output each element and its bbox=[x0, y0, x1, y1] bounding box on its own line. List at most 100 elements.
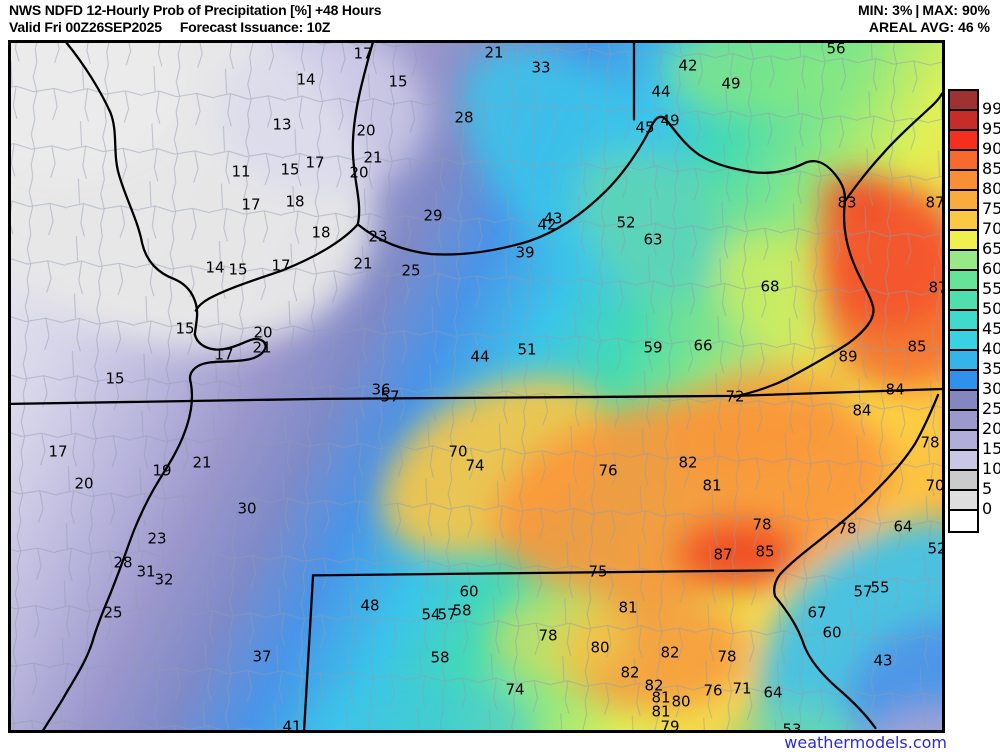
map-value-label: 58 bbox=[452, 601, 472, 620]
colorbar-label: 20 bbox=[982, 419, 1000, 438]
map-value-label: 70 bbox=[448, 442, 468, 461]
map-value-label: 72 bbox=[725, 387, 745, 406]
colorbar-label: 45 bbox=[982, 319, 1000, 338]
map-value-label: 51 bbox=[517, 340, 537, 359]
map-value-label: 43 bbox=[873, 651, 893, 670]
map-value-label: 43 bbox=[543, 209, 563, 228]
colorbar-label: 55 bbox=[982, 279, 1000, 298]
watermark-link[interactable]: weathermodels.com bbox=[784, 733, 947, 752]
map-title: NWS NDFD 12-Hourly Prob of Precipitation… bbox=[9, 2, 382, 18]
map-value-label: 66 bbox=[693, 336, 713, 355]
map-value-label: 23 bbox=[368, 227, 388, 246]
tennessee-kentucky-border bbox=[321, 387, 942, 401]
kentucky-westvirginia-border bbox=[843, 92, 942, 203]
areal-avg-stat: AREAL AVG: 46 % bbox=[868, 19, 990, 35]
map-value-label: 78 bbox=[538, 626, 558, 645]
colorbar-cell bbox=[950, 251, 977, 271]
map-value-label: 33 bbox=[531, 58, 551, 77]
map-value-label: 49 bbox=[721, 74, 741, 93]
map-value-label: 18 bbox=[285, 192, 305, 211]
map-value-label: 17 bbox=[214, 345, 234, 364]
colorbar-label: 80 bbox=[982, 179, 1000, 198]
map-value-label: 15 bbox=[105, 369, 125, 388]
colorbar-cell bbox=[950, 331, 977, 351]
map-value-label: 80 bbox=[671, 692, 691, 711]
map-value-label: 32 bbox=[154, 570, 174, 589]
map-value-label: 23 bbox=[147, 529, 167, 548]
map-value-label: 21 bbox=[192, 453, 212, 472]
map-value-label: 68 bbox=[760, 277, 780, 296]
map-value-label: 81 bbox=[702, 476, 722, 495]
map-value-label: 87 bbox=[928, 278, 942, 297]
map-value-label: 37 bbox=[252, 647, 272, 666]
map-value-label: 15 bbox=[280, 160, 300, 179]
colorbar-cell bbox=[950, 231, 977, 251]
map-value-label: 80 bbox=[590, 638, 610, 657]
valid-time: Valid Fri 00Z26SEP2025 bbox=[9, 19, 162, 35]
state-borders bbox=[11, 43, 942, 730]
map-value-label: 78 bbox=[920, 433, 940, 452]
colorbar-cell bbox=[950, 351, 977, 371]
map-value-label: 82 bbox=[678, 453, 698, 472]
map-value-label: 64 bbox=[893, 517, 913, 536]
colorbar-label: 85 bbox=[982, 159, 1000, 178]
colorbar-cell bbox=[950, 311, 977, 331]
max-stat: MAX: 90% bbox=[922, 2, 990, 18]
colorbar-cell bbox=[950, 451, 977, 471]
colorbar-label: 99 bbox=[982, 99, 1000, 118]
colorbar-cell bbox=[950, 411, 977, 431]
colorbar-cell bbox=[950, 191, 977, 211]
colorbar-cell bbox=[950, 371, 977, 391]
map-value-label: 57 bbox=[437, 605, 457, 624]
map-value-label: 85 bbox=[755, 542, 775, 561]
map-value-label: 28 bbox=[454, 108, 474, 127]
map-value-label: 45 bbox=[635, 118, 655, 137]
colorbar-cell bbox=[950, 291, 977, 311]
colorbar-labels: 99 95 90 85 80 75 70 65 60 55 50 45 40 35 30 25 20 15 10 5 0 bbox=[982, 89, 1000, 529]
precip-field-canvas bbox=[11, 43, 942, 730]
map-value-label: 79 bbox=[660, 717, 680, 733]
map-value-label: 78 bbox=[837, 519, 857, 538]
colorbar-label: 40 bbox=[982, 339, 1000, 358]
map-value-label: 21 bbox=[484, 43, 504, 62]
map-value-label: 53 bbox=[782, 720, 802, 733]
map-value-label: 67 bbox=[807, 603, 827, 622]
map-value-label: 75 bbox=[588, 562, 608, 581]
map-value-label: 82 bbox=[620, 663, 640, 682]
map-value-label: 58 bbox=[430, 648, 450, 667]
map-value-label: 70 bbox=[925, 476, 945, 495]
map-value-label: 55 bbox=[870, 578, 890, 597]
map-value-label: 15 bbox=[228, 260, 248, 279]
map-value-label: 78 bbox=[752, 515, 772, 534]
map-value-label: 64 bbox=[763, 683, 783, 702]
map-value-label: 17 bbox=[241, 195, 261, 214]
map-value-label: 84 bbox=[885, 380, 905, 399]
map-value-label: 71 bbox=[732, 679, 752, 698]
map-value-label: 42 bbox=[537, 215, 557, 234]
map-value-label: 36 bbox=[371, 380, 391, 399]
map-value-label: 76 bbox=[703, 681, 723, 700]
map-value-label: 84 bbox=[852, 401, 872, 420]
colorbar-cell bbox=[950, 511, 977, 531]
colorbar-label: 5 bbox=[982, 479, 993, 498]
tennessee-northcarolina-border bbox=[773, 393, 940, 598]
map-value-label: 15 bbox=[388, 72, 408, 91]
colorbar-cell bbox=[950, 131, 977, 151]
colorbar-label: 70 bbox=[982, 219, 1000, 238]
map-value-label: 57 bbox=[380, 387, 400, 406]
map-value-label: 74 bbox=[505, 680, 525, 699]
map-value-label: 21 bbox=[252, 338, 272, 357]
map-value-label: 14 bbox=[205, 258, 225, 277]
precipitation-map: 17 21 33 42 44 49 56 14 15 13 28 20 21 20 45 49 11 15 17 17… bbox=[8, 40, 945, 733]
colorbar-label: 90 bbox=[982, 139, 1000, 158]
header: NWS NDFD 12-Hourly Prob of Precipitation… bbox=[0, 0, 1000, 40]
colorbar-cell bbox=[950, 471, 977, 491]
mississippi-river-lower bbox=[42, 333, 267, 730]
map-value-label: 28 bbox=[113, 553, 133, 572]
map-value-label: 76 bbox=[598, 461, 618, 480]
map-value-label: 11 bbox=[231, 162, 251, 181]
map-value-label: 81 bbox=[651, 688, 671, 707]
forecast-issuance: Forecast Issuance: 10Z bbox=[179, 19, 331, 35]
colorbar-label: 30 bbox=[982, 379, 1000, 398]
map-value-label: 52 bbox=[616, 213, 636, 232]
